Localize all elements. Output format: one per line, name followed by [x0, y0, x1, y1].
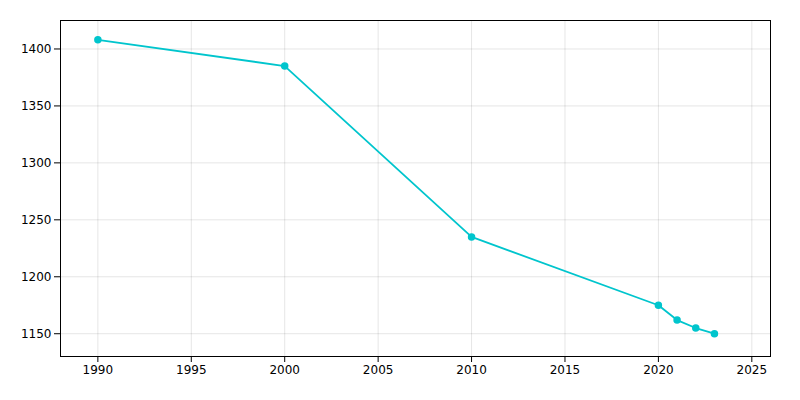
svg-text:1400: 1400 [21, 42, 52, 56]
svg-text:2020: 2020 [643, 363, 674, 377]
svg-text:1350: 1350 [21, 99, 52, 113]
svg-text:1995: 1995 [176, 363, 207, 377]
svg-text:2010: 2010 [456, 363, 487, 377]
svg-text:1250: 1250 [21, 213, 52, 227]
svg-text:1200: 1200 [21, 270, 52, 284]
svg-text:1150: 1150 [21, 327, 52, 341]
svg-text:1300: 1300 [21, 156, 52, 170]
svg-text:2005: 2005 [363, 363, 394, 377]
svg-text:2000: 2000 [269, 363, 300, 377]
svg-text:2015: 2015 [550, 363, 581, 377]
svg-text:1990: 1990 [83, 363, 114, 377]
svg-text:2025: 2025 [737, 363, 768, 377]
